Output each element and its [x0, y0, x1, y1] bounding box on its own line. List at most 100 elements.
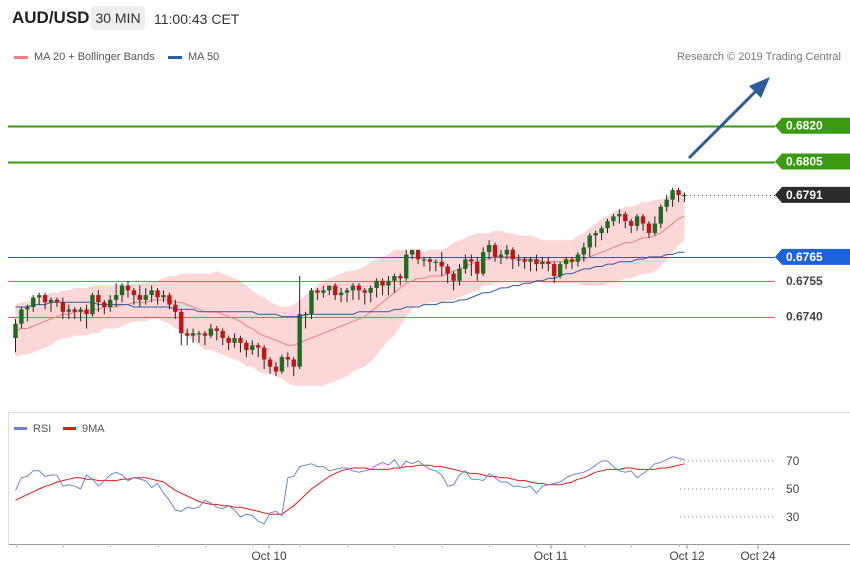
x-tick-label-0: Oct 10 [251, 549, 287, 563]
candle-body [161, 295, 166, 298]
candle-body [634, 216, 640, 226]
candle-body [398, 276, 403, 279]
candle [421, 256, 427, 267]
candle [344, 287, 350, 303]
candle [309, 287, 314, 319]
candle-body [332, 285, 338, 296]
candle [540, 256, 545, 269]
candle-body [510, 249, 515, 260]
candle-body [31, 297, 36, 308]
timeframe-badge[interactable]: 30 MIN [91, 6, 145, 30]
candle-body [202, 333, 208, 336]
candle-body [664, 199, 669, 207]
candle-body [96, 295, 101, 303]
osc-legend-label-1: 9MA [82, 423, 105, 435]
candle-body [42, 295, 48, 303]
candle-body [445, 266, 450, 274]
candle [445, 264, 450, 284]
candle [498, 249, 504, 265]
legend-ma20-bb: MA 20 + Bollinger Bands [14, 51, 155, 63]
candle-body [256, 345, 261, 348]
candle-body [321, 290, 326, 293]
candle-body [682, 194, 687, 197]
rsi-9ma-line [15, 463, 685, 515]
candle-body [368, 287, 373, 293]
candle [439, 252, 444, 277]
candle-body [232, 338, 237, 343]
candle-body [238, 338, 243, 343]
candle [516, 254, 521, 267]
candle-body [433, 261, 439, 263]
osc-tick-50: 50 [786, 482, 800, 496]
candle [409, 249, 415, 260]
candle-body [457, 268, 462, 281]
legend-ma20-label: MA 20 + Bollinger Bands [34, 51, 155, 63]
candle-body [504, 249, 510, 255]
candle [528, 256, 533, 272]
candle-body [552, 264, 557, 277]
osc-tick-30: 30 [786, 510, 800, 524]
candle [404, 249, 409, 281]
legend-ma50-swatch [168, 55, 182, 59]
candle [611, 213, 616, 226]
x-tick-label-3: Oct 24 [740, 549, 776, 563]
candle [315, 287, 320, 300]
candle [646, 221, 652, 238]
candle [522, 256, 527, 269]
candle-body [315, 290, 320, 293]
candle-body [362, 290, 367, 293]
candle [392, 273, 397, 293]
candle [202, 330, 208, 346]
candle-body [155, 290, 160, 298]
candle [131, 287, 137, 305]
candle [208, 323, 214, 339]
x-tick-label-1: Oct 11 [534, 549, 569, 563]
candle [546, 256, 551, 272]
candle-body [670, 190, 675, 200]
candle [563, 256, 569, 269]
candle [362, 287, 367, 305]
candle-body [285, 357, 291, 360]
price-label-0.6755: 0.6755 [786, 274, 823, 288]
candle [451, 271, 456, 291]
candle-body [516, 259, 521, 261]
candle-body [469, 259, 474, 262]
candle-body [563, 259, 569, 265]
candle-body [327, 285, 332, 291]
candle-body [546, 261, 551, 265]
candle [652, 216, 658, 236]
candle [256, 342, 261, 358]
candle [605, 218, 610, 234]
candle [581, 242, 587, 262]
price-label-0.6791: 0.6791 [786, 188, 823, 202]
candle [232, 333, 237, 348]
price-tag-0.6805 [775, 153, 850, 170]
candle [125, 280, 131, 298]
osc-tick-70: 70 [786, 454, 800, 468]
candle [321, 285, 326, 298]
candle-body [13, 323, 18, 339]
candle-body [226, 338, 231, 343]
candle [19, 307, 24, 329]
candles-group [13, 187, 687, 377]
rsi-line [15, 456, 685, 525]
time-label: 11:00:43 CET [154, 11, 240, 27]
candle [238, 335, 243, 353]
forecast-arrow-shaft [687, 87, 760, 160]
candle-body [244, 342, 249, 350]
candle-body [137, 295, 143, 300]
candle-body [540, 261, 545, 265]
candle [78, 307, 83, 322]
candle [54, 297, 60, 308]
candle-body [36, 295, 42, 298]
candle [676, 187, 681, 203]
candle-body [261, 347, 267, 360]
candle [190, 328, 196, 343]
candle-body [498, 254, 504, 257]
candle-body [439, 261, 444, 267]
candle-body [338, 292, 344, 296]
candle [42, 292, 48, 310]
candle [291, 357, 296, 377]
candle [143, 287, 148, 305]
candle [90, 292, 95, 317]
